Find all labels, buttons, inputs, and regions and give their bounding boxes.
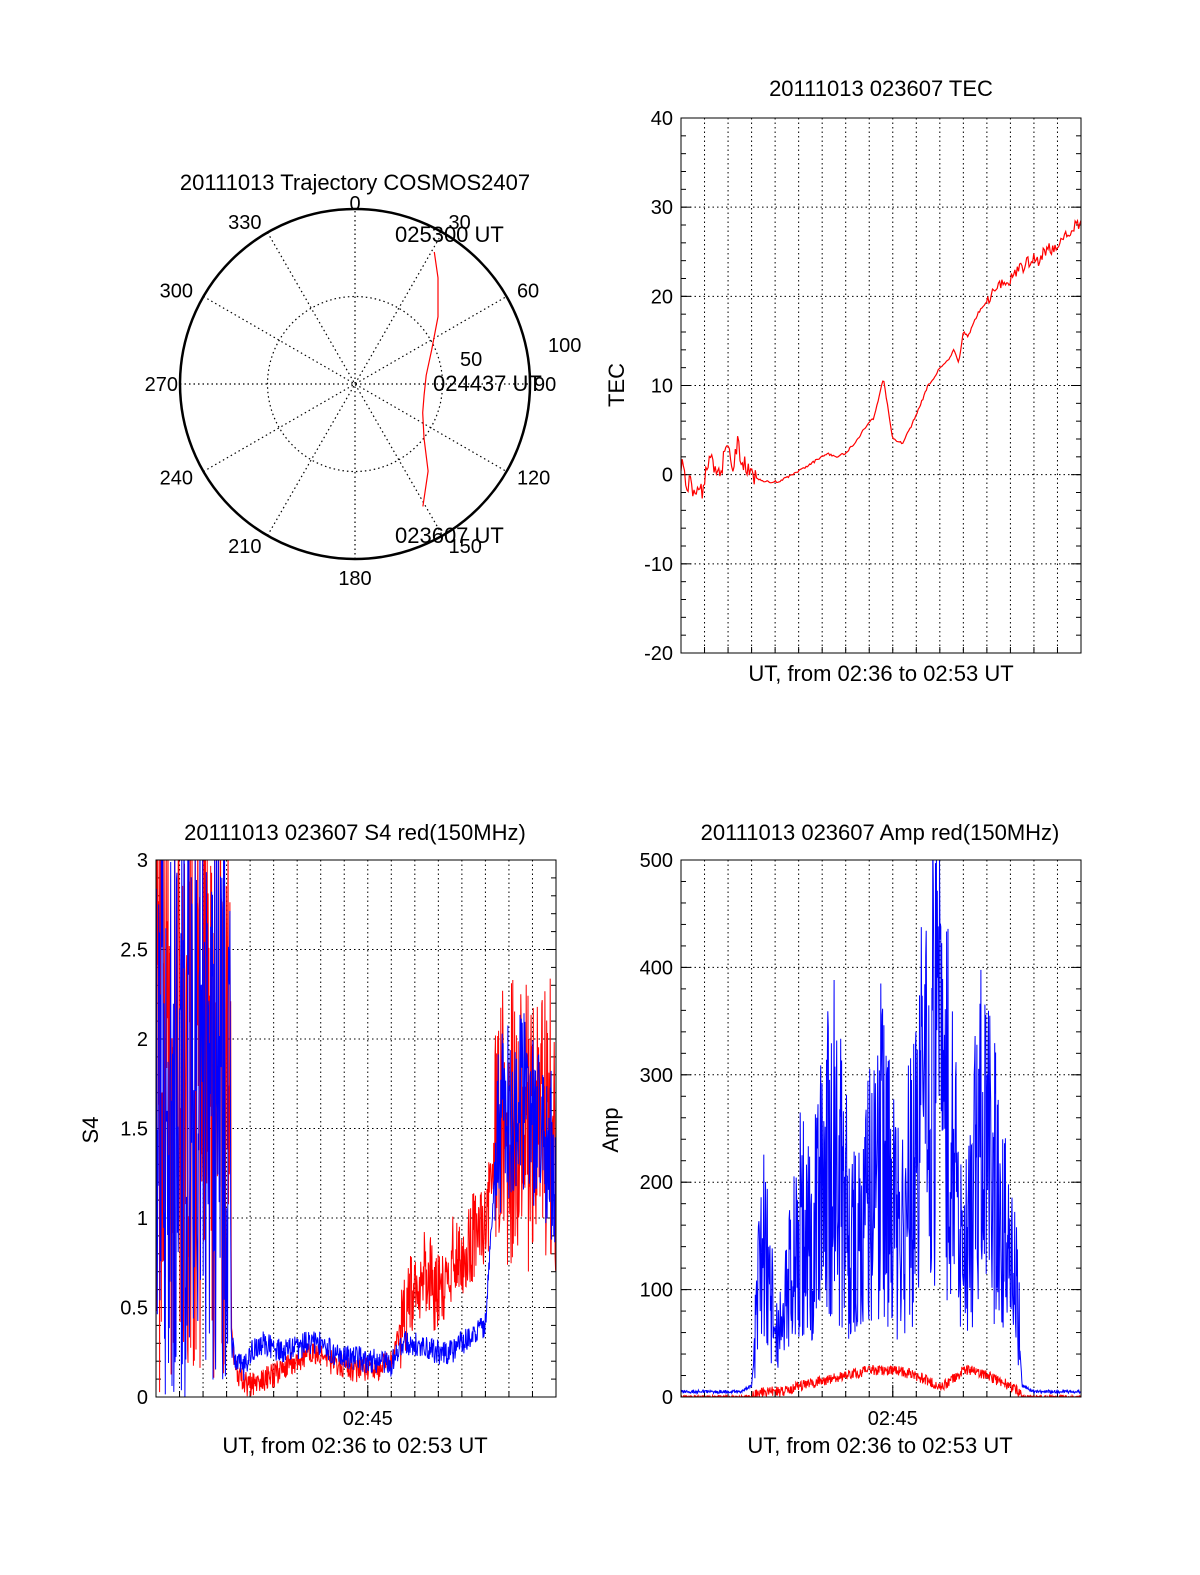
s4-ylabel: S4 — [78, 1117, 103, 1144]
amp-plot-frame — [680, 859, 1082, 1398]
angle-label-210: 210 — [228, 536, 261, 558]
s4-title: 20111013 023607 S4 red(150MHz) — [184, 820, 526, 845]
s4-xtick-labels: 02:45 — [343, 1385, 393, 1430]
radius-label-100: 100 — [548, 335, 581, 357]
ytick-label-40: 40 — [651, 108, 673, 130]
ytick-label-1: 1 — [137, 1208, 148, 1230]
amp-title: 20111013 023607 Amp red(150MHz) — [701, 820, 1060, 845]
angle-label-300: 300 — [160, 281, 193, 303]
angle-label-90: 90 — [534, 374, 556, 396]
angle-label-30: 30 — [449, 212, 471, 234]
radius-label-50: 50 — [460, 349, 482, 371]
tec-title: 20111013 023607 TEC — [769, 76, 993, 101]
ytick-label-500: 500 — [640, 850, 673, 872]
ytick-label-3: 3 — [137, 850, 148, 872]
annotation-mid-time: 024437 UT — [433, 371, 542, 396]
ytick-label-0: 0 — [662, 465, 673, 487]
amp-xtick-labels: 02:45 — [868, 1385, 918, 1430]
angle-label-330: 330 — [228, 212, 261, 234]
s4-panel: 20111013 023607 S4 red(150MHz) 0 0.5 1 1.5 2… — [78, 820, 557, 1458]
amp-ylabel: Amp — [598, 1107, 623, 1152]
s4-ytick-labels: 0 0.5 1 1.5 2 2.5 3 — [120, 850, 148, 1409]
ytick-label-0: 0 — [662, 1387, 673, 1409]
tec-ylabel: TEC — [604, 363, 629, 407]
tec-grid — [680, 117, 1082, 654]
amp-line-blue — [681, 860, 1081, 1395]
ytick-label-0.5: 0.5 — [120, 1298, 148, 1320]
ytick-label-2.5: 2.5 — [120, 940, 148, 962]
s4-line-red — [156, 860, 556, 1397]
ytick-label-30: 30 — [651, 197, 673, 219]
ytick-label-400: 400 — [640, 957, 673, 979]
angle-label-270: 270 — [145, 374, 178, 396]
ytick-label-100: 100 — [640, 1280, 673, 1302]
angle-label-180: 180 — [338, 568, 371, 590]
ytick-label--10: -10 — [644, 554, 673, 576]
ytick-label-10: 10 — [651, 376, 673, 398]
ytick-label--20: -20 — [644, 643, 673, 665]
annotation-end-time: 025300 UT — [395, 222, 504, 247]
ytick-label-2: 2 — [137, 1029, 148, 1051]
angle-label-0: 0 — [349, 193, 360, 215]
angle-label-120: 120 — [517, 468, 550, 490]
trajectory-title: 20111013 Trajectory COSMOS2407 — [180, 170, 530, 195]
ytick-label-20: 20 — [651, 286, 673, 308]
trajectory-angle-labels: 0 30 60 90 120 150 180 210 240 270 300 330 — [145, 193, 557, 590]
annotation-start-time: 023607 UT — [395, 523, 504, 548]
s4-xlabel: UT, from 02:36 to 02:53 UT — [222, 1433, 487, 1458]
xtick-label-02:45: 02:45 — [343, 1408, 393, 1430]
amp-series — [681, 860, 1081, 1397]
xtick-label-02:45: 02:45 — [868, 1408, 918, 1430]
tec-series — [681, 218, 1081, 499]
tec-xlabel: UT, from 02:36 to 02:53 UT — [748, 661, 1013, 686]
tec-ytick-labels: -20 -10 0 10 20 30 40 — [644, 108, 673, 665]
trajectory-line-0 — [422, 251, 439, 507]
amp-xlabel: UT, from 02:36 to 02:53 UT — [747, 1433, 1012, 1458]
ytick-label-300: 300 — [640, 1065, 673, 1087]
amp-ytick-labels: 0 100 200 300 400 500 — [640, 850, 673, 1409]
ytick-label-200: 200 — [640, 1172, 673, 1194]
s4-line-blue — [156, 860, 556, 1397]
trajectory-panel: 20111013 Trajectory COSMOS2407 0 30 60 90 12… — [145, 170, 582, 590]
ytick-label-1.5: 1.5 — [120, 1119, 148, 1141]
angle-label-60: 60 — [517, 281, 539, 303]
s4-plot-frame — [155, 859, 557, 1398]
tec-line-red — [681, 218, 1081, 499]
trajectory-series — [422, 251, 439, 507]
trajectory-grid — [178, 207, 532, 561]
tec-plot-frame — [680, 117, 1082, 654]
amp-panel: 20111013 023607 Amp red(150MHz) 0 100 200 3… — [598, 820, 1082, 1458]
ytick-label-0: 0 — [137, 1387, 148, 1409]
angle-label-150: 150 — [449, 536, 482, 558]
tec-panel: 20111013 023607 TEC -20 -10 0 10 20 30 40 UT, … — [604, 76, 1082, 686]
amp-line-red — [681, 1364, 1081, 1397]
angle-label-240: 240 — [160, 468, 193, 490]
s4-series — [156, 860, 556, 1397]
